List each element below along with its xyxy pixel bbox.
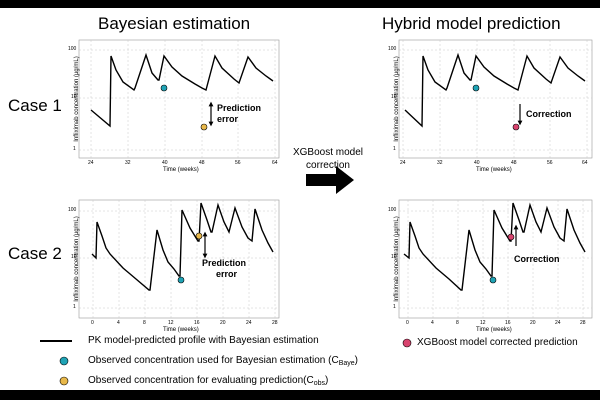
gridlines (399, 200, 592, 318)
prediction-error-label-case1: Prediction error (217, 103, 262, 124)
xtick-8: 8 (143, 320, 146, 326)
y-axis-title: Infliximab concentration (µg/mL) (394, 216, 400, 302)
header-bayesian-estimation: Bayesian estimation (98, 14, 251, 33)
xtick-20: 20 (220, 320, 226, 326)
bottom-border (0, 390, 600, 400)
ytick-10: 10 (391, 254, 397, 260)
observed-obs-point (200, 123, 208, 131)
legend-xgboost-label: XGBoost model corrected prediction (417, 337, 578, 348)
y-axis-title: Infliximab concentration (µg/mL) (74, 56, 80, 142)
xtick-24: 24 (88, 160, 94, 166)
pk-profile-line (91, 202, 274, 291)
panel-case1-bayesian (78, 39, 280, 159)
observed-bayes-point (489, 276, 497, 284)
prediction-error-label-case2: Prediction error (202, 258, 247, 279)
pk-profile-line (403, 202, 586, 291)
xtick-40: 40 (474, 160, 480, 166)
xtick-24: 24 (246, 320, 252, 326)
xtick-0: 0 (406, 320, 409, 326)
ytick-10: 10 (71, 94, 77, 100)
xtick-24: 24 (555, 320, 561, 326)
gridlines (399, 40, 592, 158)
ytick-1: 1 (73, 304, 76, 310)
x-axis-title: Time (weeks) (476, 167, 512, 173)
xtick-28: 28 (272, 320, 278, 326)
ytick-1: 1 (393, 304, 396, 310)
xtick-64: 64 (272, 160, 278, 166)
observed-obs-point (195, 232, 203, 240)
case-2-label: Case 2 (8, 244, 62, 263)
xgboost-correction-label: XGBoost model correction (290, 146, 366, 172)
pk-profile-line (404, 52, 586, 128)
observed-bayes-point (177, 276, 185, 284)
y-axis-title: Infliximab concentration (µg/mL) (394, 56, 400, 142)
xgboost-label-line2: correction (306, 160, 350, 171)
ytick-100: 100 (388, 207, 397, 213)
legend-obs-label: Observed concentration for evaluating pr… (88, 375, 329, 387)
xtick-48: 48 (511, 160, 517, 166)
xtick-20: 20 (530, 320, 536, 326)
plot-border (398, 199, 593, 319)
x-axis-title: Time (weeks) (163, 327, 199, 333)
observed-bayes-point (160, 84, 168, 92)
xtick-32: 32 (437, 160, 443, 166)
ytick-100: 100 (68, 207, 77, 213)
plot-border (78, 199, 280, 319)
xgboost-corrected-point (507, 233, 515, 241)
ytick-10: 10 (391, 94, 397, 100)
ytick-10: 10 (71, 254, 77, 260)
ytick-1: 1 (73, 146, 76, 152)
case-1-label: Case 1 (8, 96, 62, 115)
xgboost-label-line1: XGBoost model (292, 147, 364, 158)
xtick-24: 24 (400, 160, 406, 166)
xtick-64: 64 (582, 160, 588, 166)
xtick-0: 0 (91, 320, 94, 326)
plot-border (398, 39, 593, 159)
ytick-1: 1 (393, 146, 396, 152)
ytick-100: 100 (388, 46, 397, 52)
xtick-4: 4 (431, 320, 434, 326)
legend-xgboost-dot-icon (402, 338, 412, 348)
legend-bayes-label: Observed concentration used for Bayesian… (88, 355, 358, 367)
x-axis-title: Time (weeks) (163, 167, 199, 173)
y-axis-title: Infliximab concentration (µg/mL) (74, 216, 80, 302)
legend-bayes-dot-icon (59, 356, 69, 366)
xtick-32: 32 (125, 160, 131, 166)
xtick-48: 48 (199, 160, 205, 166)
pk-profile-line (90, 52, 274, 128)
xtick-56: 56 (235, 160, 241, 166)
gridlines (79, 40, 279, 158)
xtick-56: 56 (547, 160, 553, 166)
legend-obs-dot-icon (59, 376, 69, 386)
panel-case1-hybrid (398, 39, 593, 159)
xtick-16: 16 (194, 320, 200, 326)
header-hybrid-model-prediction: Hybrid model prediction (382, 14, 561, 33)
xtick-28: 28 (580, 320, 586, 326)
correction-label-case1: Correction (526, 109, 572, 119)
xtick-8: 8 (456, 320, 459, 326)
top-border (0, 0, 600, 8)
xtick-40: 40 (162, 160, 168, 166)
x-axis-title: Time (weeks) (476, 327, 512, 333)
xtick-12: 12 (480, 320, 486, 326)
xtick-16: 16 (505, 320, 511, 326)
panel-case2-hybrid (398, 199, 593, 319)
ytick-100: 100 (68, 46, 77, 52)
xtick-4: 4 (117, 320, 120, 326)
legend-line-label: PK model-predicted profile with Bayesian… (88, 335, 319, 346)
gridlines (79, 200, 279, 318)
panel-case2-bayesian (78, 199, 280, 319)
big-arrow-icon (306, 166, 354, 194)
correction-label-case2: Correction (514, 254, 560, 264)
xtick-12: 12 (168, 320, 174, 326)
observed-bayes-point (472, 84, 480, 92)
xgboost-corrected-point (512, 123, 520, 131)
